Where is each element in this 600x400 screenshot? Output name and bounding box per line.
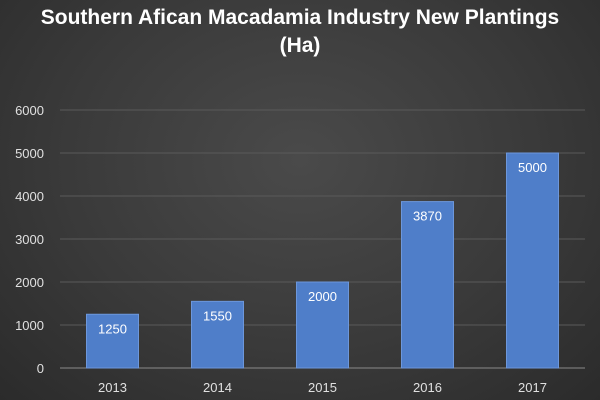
y-tick-label: 0 <box>37 361 44 376</box>
bar-2013 <box>86 313 139 369</box>
y-tick-label: 4000 <box>15 189 44 204</box>
chart-title-unit: (Ha) <box>279 34 321 57</box>
data-label: 3870 <box>413 209 442 224</box>
gridlines <box>60 109 585 369</box>
data-label: 1550 <box>203 308 232 323</box>
y-axis-ticks: 0 1000 2000 3000 4000 5000 6000 <box>15 103 44 376</box>
data-label: 1250 <box>98 321 127 336</box>
bar-2015 <box>296 281 349 369</box>
x-axis-ticks: 2013 2014 2015 2016 2017 <box>98 380 547 395</box>
bar-2014 <box>191 300 244 369</box>
bar-2016 <box>401 201 454 369</box>
x-tick-label: 2015 <box>308 380 337 395</box>
x-tick-label: 2016 <box>413 380 442 395</box>
data-label: 2000 <box>308 289 337 304</box>
y-tick-label: 1000 <box>15 318 44 333</box>
data-label: 5000 <box>518 160 547 175</box>
x-tick-label: 2014 <box>203 380 232 395</box>
chart-title: Southern Afican Macadamia Industry New P… <box>40 6 560 29</box>
x-tick-label: 2017 <box>518 380 547 395</box>
y-tick-label: 2000 <box>15 275 44 290</box>
bar-2017 <box>506 152 559 369</box>
bars <box>86 152 559 369</box>
y-tick-label: 6000 <box>15 103 44 118</box>
y-tick-label: 5000 <box>15 146 44 161</box>
data-labels: 1250 1550 2000 3870 5000 <box>98 160 547 336</box>
x-tick-label: 2013 <box>98 380 127 395</box>
y-tick-label: 3000 <box>15 232 44 247</box>
